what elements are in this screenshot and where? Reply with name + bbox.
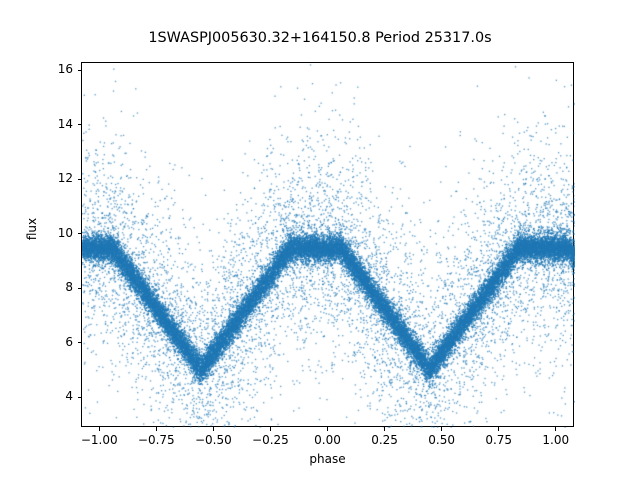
x-tick-mark xyxy=(441,427,443,431)
y-tick-label: 4 xyxy=(65,389,73,404)
x-tick-label: −1.00 xyxy=(80,433,118,447)
y-tick-label: 14 xyxy=(57,116,73,131)
x-tick-mark xyxy=(212,427,214,431)
x-tick-label: 0.25 xyxy=(371,433,398,447)
y-tick-mark xyxy=(77,342,81,344)
x-tick-mark xyxy=(327,427,329,431)
y-tick-mark xyxy=(77,69,81,71)
x-tick-mark xyxy=(555,427,557,431)
x-tick-mark xyxy=(98,427,100,431)
y-tick-label: 12 xyxy=(57,171,73,186)
x-tick-mark xyxy=(155,427,157,431)
x-tick-label: 0.00 xyxy=(314,433,341,447)
y-tick-mark xyxy=(77,287,81,289)
x-tick-mark xyxy=(269,427,272,431)
x-axis-label: phase xyxy=(309,452,346,466)
y-tick-label: 10 xyxy=(57,225,73,240)
y-tick-mark xyxy=(77,124,81,126)
y-tick-label: 6 xyxy=(65,334,73,349)
x-tick-label: −0.75 xyxy=(137,433,175,447)
x-tick-label: −0.50 xyxy=(194,433,232,447)
y-tick-mark xyxy=(77,178,81,180)
x-tick-label: 0.75 xyxy=(485,433,513,447)
x-tick-mark xyxy=(384,427,386,431)
x-tick-label: 0.50 xyxy=(428,433,455,447)
x-tick-label: −0.25 xyxy=(252,433,289,447)
plot-axes xyxy=(81,62,575,428)
y-tick-mark xyxy=(77,396,81,398)
y-tick-label: 16 xyxy=(57,62,73,77)
y-tick-label: 8 xyxy=(65,280,73,295)
y-axis-label: flux xyxy=(25,217,39,241)
scatter-plot-canvas xyxy=(82,63,575,428)
x-tick-label: 1.00 xyxy=(542,433,570,447)
x-tick-mark xyxy=(498,427,500,431)
y-tick-mark xyxy=(77,233,81,235)
chart-title: 1SWASPJ005630.32+164150.8 Period 25317.0… xyxy=(148,30,492,46)
